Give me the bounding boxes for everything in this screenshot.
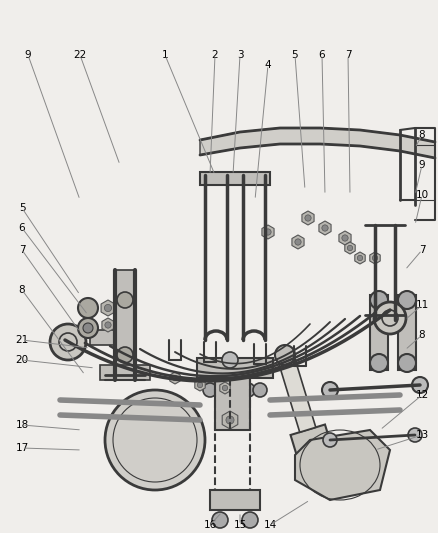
Circle shape [370,291,388,309]
Text: 8: 8 [419,130,425,140]
Polygon shape [222,411,238,429]
Circle shape [347,245,353,251]
Circle shape [374,302,406,334]
Text: 1: 1 [162,50,168,60]
Circle shape [78,298,98,318]
Text: 5: 5 [19,203,25,213]
Circle shape [83,323,93,333]
Polygon shape [355,252,365,264]
Polygon shape [398,295,416,370]
Circle shape [412,377,428,393]
Circle shape [253,383,267,397]
Polygon shape [345,242,355,254]
Polygon shape [262,225,274,239]
Text: 16: 16 [203,520,217,530]
Circle shape [398,291,416,309]
Text: 18: 18 [15,420,28,430]
Circle shape [322,382,338,398]
Circle shape [226,416,234,424]
Text: 9: 9 [25,50,31,60]
Text: 9: 9 [419,160,425,170]
Polygon shape [170,372,180,384]
Text: 15: 15 [233,520,247,530]
Circle shape [295,239,301,245]
Polygon shape [302,211,314,225]
Polygon shape [295,430,390,500]
Polygon shape [319,221,331,235]
Polygon shape [90,330,115,345]
Circle shape [172,375,178,381]
Circle shape [370,354,388,372]
Circle shape [78,318,98,338]
Circle shape [197,382,203,387]
Circle shape [117,347,133,363]
Circle shape [105,322,111,328]
Circle shape [223,385,228,391]
Text: 21: 21 [15,335,28,345]
Circle shape [310,460,330,480]
Polygon shape [200,128,435,158]
Circle shape [105,390,205,490]
Circle shape [408,428,422,442]
Polygon shape [339,231,351,245]
Circle shape [241,383,255,397]
Circle shape [212,512,228,528]
Circle shape [398,354,416,372]
Text: 6: 6 [19,223,25,233]
Polygon shape [210,490,260,510]
Circle shape [357,255,363,261]
Polygon shape [277,352,316,432]
Circle shape [323,433,337,447]
Polygon shape [102,318,114,332]
Polygon shape [370,295,388,370]
Polygon shape [290,424,337,475]
Circle shape [203,383,217,397]
Polygon shape [115,270,135,370]
Text: 11: 11 [415,300,429,310]
Polygon shape [197,358,273,378]
Text: 2: 2 [212,50,218,60]
Text: 6: 6 [319,50,325,60]
Text: 20: 20 [15,355,28,365]
Circle shape [275,345,295,365]
Polygon shape [200,172,270,185]
Text: 10: 10 [415,190,428,200]
Polygon shape [220,382,230,394]
Text: 14: 14 [263,520,277,530]
Circle shape [372,255,378,261]
Circle shape [50,324,86,360]
Polygon shape [100,365,150,380]
Circle shape [322,225,328,231]
Polygon shape [370,252,380,264]
Circle shape [305,215,311,221]
Circle shape [342,235,348,241]
Circle shape [215,383,229,397]
Text: 17: 17 [15,443,28,453]
Polygon shape [195,379,205,391]
Text: 8: 8 [19,285,25,295]
Circle shape [265,229,271,235]
Circle shape [104,304,112,312]
Text: 12: 12 [415,390,429,400]
Text: 3: 3 [237,50,244,60]
Text: 7: 7 [19,245,25,255]
Text: 8: 8 [419,330,425,340]
Text: 13: 13 [415,430,429,440]
Polygon shape [292,235,304,249]
Text: 4: 4 [265,60,271,70]
Circle shape [117,292,133,308]
Text: 7: 7 [419,245,425,255]
Polygon shape [101,300,115,316]
Text: 7: 7 [345,50,351,60]
Circle shape [222,352,238,368]
Polygon shape [215,378,250,430]
Circle shape [242,512,258,528]
Text: 5: 5 [292,50,298,60]
Text: 22: 22 [74,50,87,60]
